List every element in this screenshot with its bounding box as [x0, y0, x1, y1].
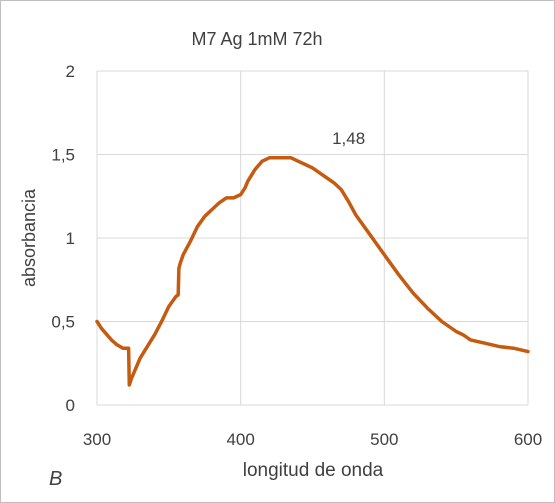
chart-title: M7 Ag 1mM 72h — [191, 29, 322, 49]
y-axis-label: absorbancia — [19, 188, 39, 287]
x-tick-label: 400 — [226, 430, 254, 449]
x-tick-label: 600 — [514, 430, 542, 449]
series-layer — [95, 156, 530, 387]
series-line — [95, 156, 530, 387]
gridlines — [96, 70, 529, 406]
x-tick-label: 500 — [370, 430, 398, 449]
x-axis-label: longitud de onda — [243, 460, 384, 481]
y-tick-label: 0,5 — [51, 313, 75, 332]
peak-data-label: 1,48 — [332, 129, 365, 148]
y-tick-label: 2 — [66, 62, 75, 81]
y-tick-label: 0 — [66, 396, 75, 415]
x-tick-labels: 300 400 500 600 — [83, 430, 542, 449]
y-tick-labels: 0 0,5 1 1,5 2 — [51, 62, 75, 415]
panel-label: B — [49, 468, 62, 490]
y-tick-label: 1,5 — [51, 146, 75, 165]
x-tick-label: 300 — [83, 430, 111, 449]
y-tick-label: 1 — [66, 229, 75, 248]
